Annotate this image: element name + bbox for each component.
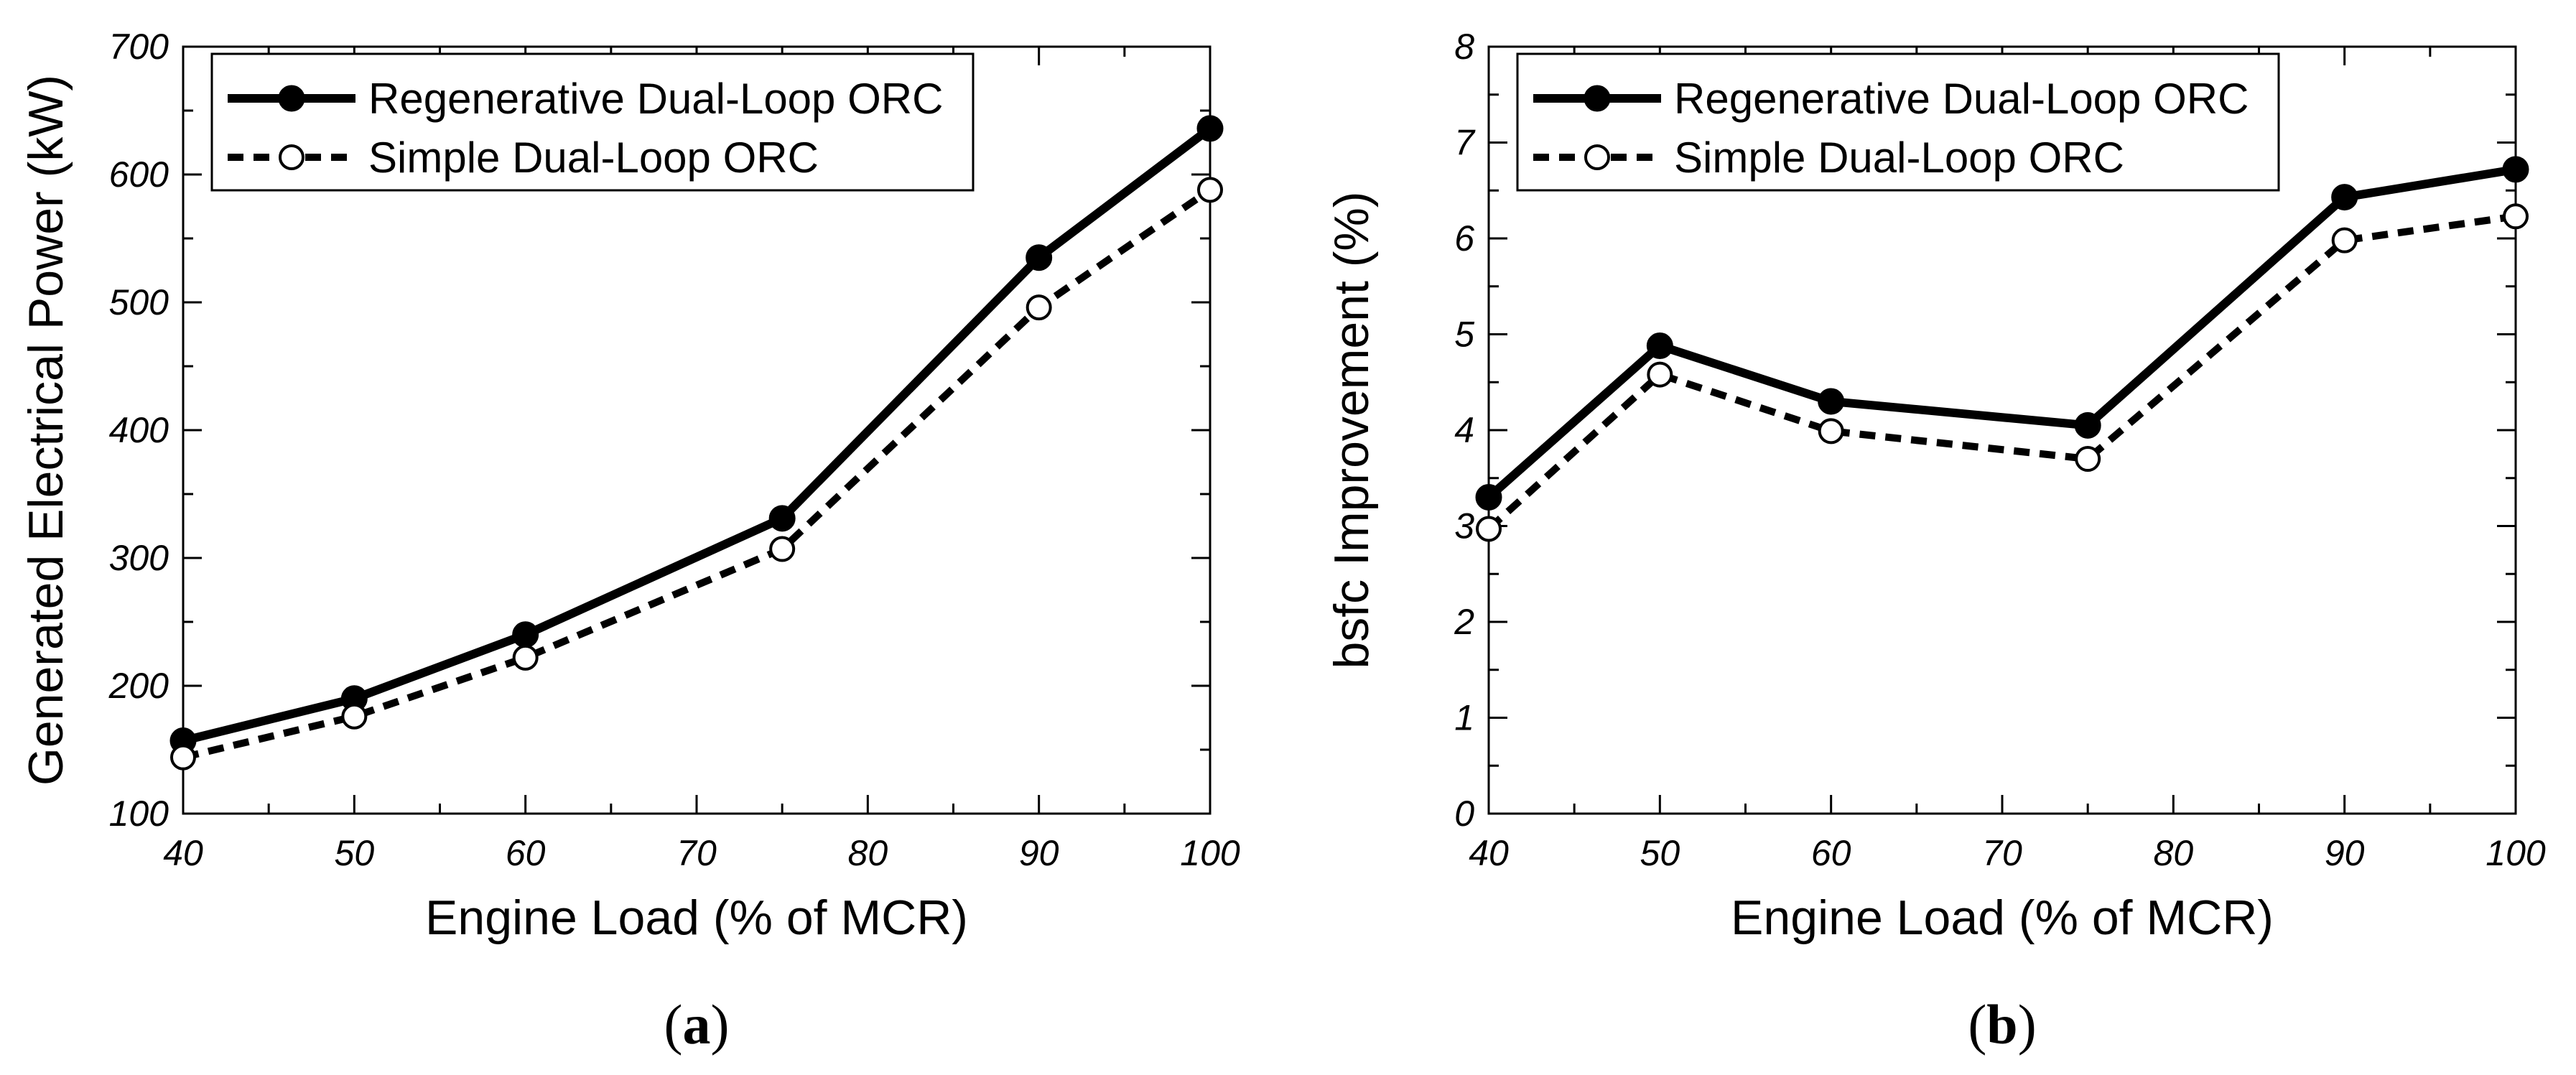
caption-open: ( (664, 993, 683, 1056)
y-tick-label: 700 (109, 27, 169, 67)
data-point-series-2 (769, 536, 796, 562)
x-tick-label: 50 (1640, 833, 1680, 873)
x-tick-label: 70 (1982, 833, 2022, 873)
y-tick-label: 300 (109, 538, 169, 578)
y-axis-title: Generated Electrical Power (kW) (19, 75, 73, 786)
x-axis-title: Engine Load (% of MCR) (1731, 890, 2274, 945)
panel-caption: (b) (1968, 993, 2036, 1056)
y-tick-label: 4 (1454, 410, 1474, 450)
legend-marker-1 (278, 85, 305, 112)
series-line-1 (1486, 164, 2516, 501)
data-point-series-2 (1476, 516, 1502, 542)
caption-open: ( (1968, 993, 1986, 1056)
data-point-series-1 (1646, 332, 1673, 360)
y-tick-label: 600 (109, 154, 169, 195)
y-tick-label: 2 (1454, 602, 1474, 642)
series-line-2 (182, 187, 1212, 761)
panel-caption: (a) (664, 993, 730, 1056)
data-point-series-1 (2074, 411, 2101, 439)
data-point-series-1 (1818, 388, 1845, 415)
legend-label-1: Regenerative Dual-Loop ORC (1674, 75, 2249, 123)
x-axis-title: Engine Load (% of MCR) (425, 890, 968, 945)
data-point-series-2 (1647, 361, 1673, 388)
data-point-series-2 (2331, 227, 2358, 253)
data-point-series-1 (768, 505, 796, 532)
series-line-2 (1486, 213, 2516, 532)
legend: Regenerative Dual-Loop ORC Simple Dual-Lo… (210, 52, 975, 192)
data-point-series-1 (1475, 483, 1502, 511)
y-tick-label: 6 (1454, 218, 1474, 259)
caption-letter: a (683, 993, 711, 1056)
x-tick-label: 70 (676, 833, 717, 873)
x-tick-label: 40 (1469, 833, 1509, 873)
data-point-series-2 (1026, 294, 1052, 321)
data-point-series-2 (2503, 203, 2529, 230)
legend-marker-1 (1584, 85, 1611, 112)
legend-marker-2 (279, 144, 304, 170)
legend: Regenerative Dual-Loop ORC Simple Dual-Lo… (1516, 52, 2280, 192)
y-tick-label: 400 (109, 410, 169, 450)
legend-box (210, 52, 975, 192)
y-tick-label: 8 (1454, 27, 1474, 67)
x-tick-label: 90 (2325, 833, 2365, 873)
data-point-series-2 (512, 644, 539, 671)
x-tick-label: 60 (1811, 833, 1851, 873)
chart-a-generated-power: 40 50 60 70 80 90 100 100 200 300 400 500 600 700 Engi… (19, 27, 1240, 1056)
legend-label-2: Simple Dual-Loop ORC (368, 134, 819, 182)
caption-close: ) (711, 993, 730, 1056)
y-tick-label: 200 (108, 666, 169, 706)
y-tick-label: 7 (1454, 123, 1476, 163)
y-tick-label: 3 (1454, 506, 1474, 546)
y-tick-label: 1 (1454, 698, 1474, 738)
data-point-series-1 (512, 621, 539, 648)
data-point-series-1 (1196, 115, 1224, 142)
data-point-series-2 (170, 744, 196, 771)
data-point-series-1 (2502, 156, 2529, 183)
legend-label-2: Simple Dual-Loop ORC (1674, 134, 2124, 182)
legend-box (1516, 52, 2280, 192)
x-tick-label: 100 (1180, 833, 1240, 873)
x-tick-label: 50 (335, 833, 375, 873)
series-line-1 (182, 125, 1213, 745)
x-tick-label: 100 (2486, 833, 2546, 873)
x-tick-label: 80 (848, 833, 888, 873)
data-point-series-2 (1818, 418, 1844, 445)
data-point-series-2 (1197, 177, 1223, 203)
legend-label-1: Regenerative Dual-Loop ORC (368, 75, 943, 123)
caption-close: ) (2018, 993, 2037, 1056)
data-point-series-1 (2331, 184, 2358, 211)
data-point-series-2 (2075, 446, 2101, 473)
y-axis-title: bsfc Improvement (%) (1324, 191, 1379, 669)
y-tick-label: 5 (1454, 315, 1474, 355)
x-tick-label: 90 (1019, 833, 1059, 873)
y-tick-label: 0 (1454, 794, 1474, 834)
x-tick-label: 80 (2154, 833, 2194, 873)
x-tick-label: 60 (506, 833, 546, 873)
caption-letter: b (1986, 993, 2017, 1056)
data-point-series-1 (1026, 244, 1053, 271)
x-tick-label: 40 (163, 833, 203, 873)
legend-marker-2 (1584, 144, 1610, 170)
y-tick-label: 100 (109, 794, 169, 834)
chart-b-bsfc-improvement: 40 50 60 70 80 90 100 0 1 2 3 4 5 6 7 8 Engine Load (% o… (1324, 27, 2546, 1056)
data-point-series-2 (341, 703, 368, 730)
y-tick-label: 500 (109, 282, 169, 322)
